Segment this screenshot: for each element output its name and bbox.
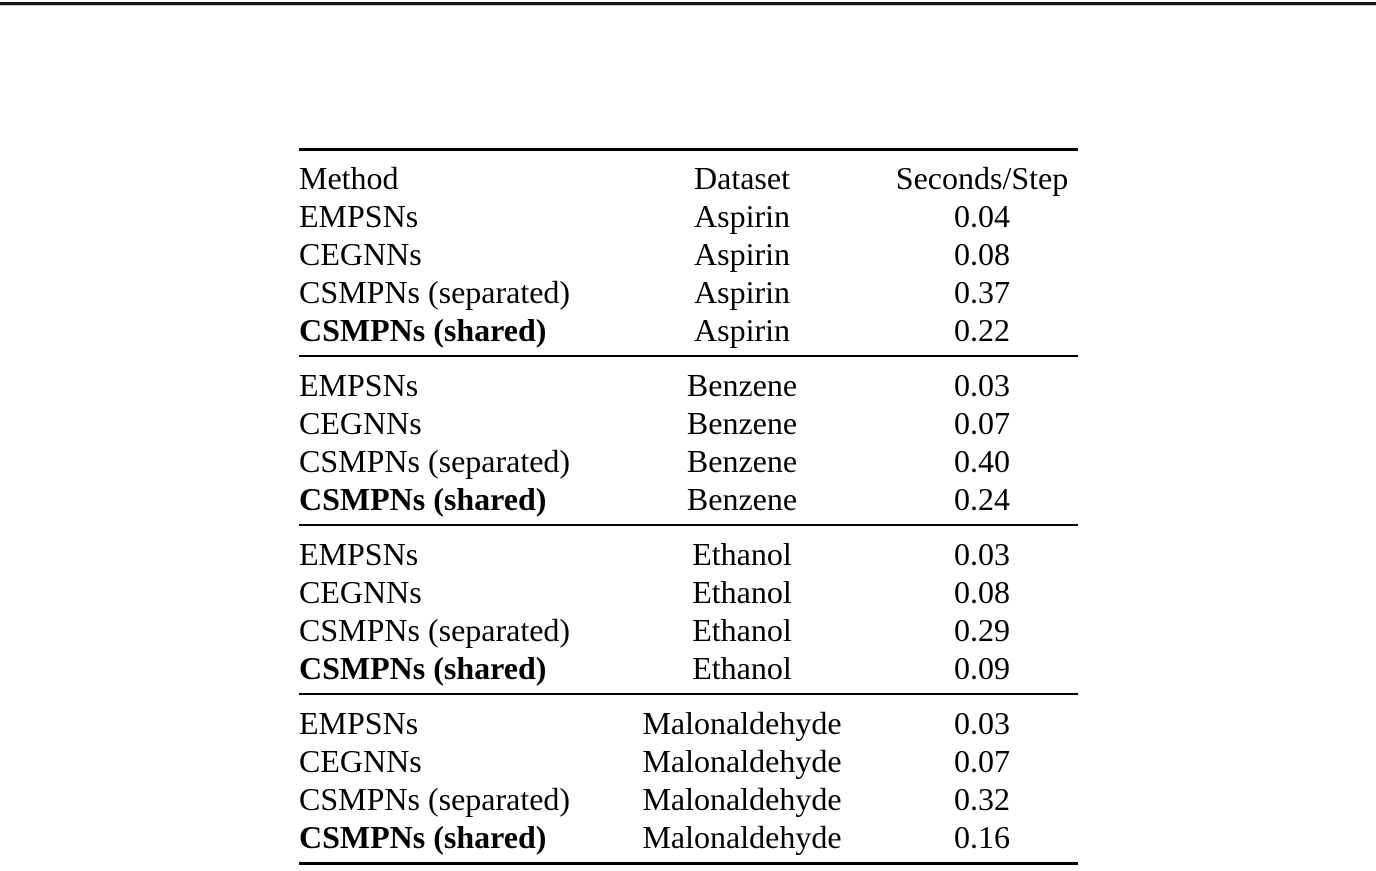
- method-cell: CSMPNs (separated): [299, 443, 571, 479]
- seconds-cell: 0.08: [954, 574, 1010, 610]
- seconds-cell: 0.03: [954, 367, 1010, 403]
- seconds-cell: 0.03: [954, 536, 1010, 572]
- table-row: CSMPNs (shared) Ethanol 0.09: [299, 649, 1078, 694]
- seconds-cell: 0.22: [954, 312, 1010, 348]
- table-row: CSMPNs (separated) Ethanol 0.29: [299, 611, 1078, 649]
- seconds-cell: 0.04: [954, 198, 1010, 234]
- dataset-cell: Aspirin: [694, 312, 790, 348]
- results-table: Method Dataset Seconds/Step EMPSNs Aspir…: [299, 148, 1078, 865]
- table-group-ethanol: EMPSNs Ethanol 0.03 CEGNNs Ethanol 0.08 …: [299, 525, 1078, 694]
- table-group-malonaldehyde: EMPSNs Malonaldehyde 0.03 CEGNNs Malonal…: [299, 694, 1078, 864]
- method-cell: EMPSNs: [299, 536, 419, 572]
- table-row: CSMPNs (separated) Malonaldehyde 0.32: [299, 780, 1078, 818]
- seconds-cell: 0.08: [954, 236, 1010, 272]
- dataset-cell: Ethanol: [692, 612, 792, 648]
- column-header-seconds-per-step: Seconds/Step: [895, 160, 1069, 196]
- method-cell: EMPSNs: [299, 198, 419, 234]
- seconds-cell: 0.07: [954, 405, 1010, 441]
- seconds-cell: 0.37: [954, 274, 1010, 310]
- method-cell: CSMPNs (shared): [299, 312, 547, 348]
- dataset-cell: Aspirin: [694, 198, 790, 234]
- table-group-aspirin: EMPSNs Aspirin 0.04 CEGNNs Aspirin 0.08 …: [299, 197, 1078, 356]
- method-cell: CEGNNs: [299, 236, 422, 272]
- column-header-dataset: Dataset: [694, 160, 790, 196]
- dataset-cell: Ethanol: [692, 536, 792, 572]
- dataset-cell: Benzene: [686, 481, 798, 517]
- table-row: EMPSNs Ethanol 0.03: [299, 525, 1078, 573]
- method-cell: CSMPNs (shared): [299, 650, 547, 686]
- dataset-cell: Aspirin: [694, 274, 790, 310]
- seconds-cell: 0.03: [954, 705, 1010, 741]
- table-row: EMPSNs Malonaldehyde 0.03: [299, 694, 1078, 742]
- table-row: EMPSNs Aspirin 0.04: [299, 197, 1078, 235]
- dataset-cell: Benzene: [686, 405, 798, 441]
- page-top-edge-line: [0, 2, 1376, 6]
- table-row: CEGNNs Aspirin 0.08: [299, 235, 1078, 273]
- method-cell: CSMPNs (shared): [299, 819, 547, 855]
- method-cell: EMPSNs: [299, 367, 419, 403]
- seconds-cell: 0.07: [954, 743, 1010, 779]
- method-cell: CSMPNs (separated): [299, 274, 571, 310]
- dataset-cell: Malonaldehyde: [642, 781, 842, 817]
- table-row: CEGNNs Malonaldehyde 0.07: [299, 742, 1078, 780]
- seconds-cell: 0.16: [954, 819, 1010, 855]
- method-cell: CSMPNs (separated): [299, 781, 571, 817]
- table-row: CSMPNs (separated) Benzene 0.40: [299, 442, 1078, 480]
- method-cell: EMPSNs: [299, 705, 419, 741]
- table-row: CEGNNs Benzene 0.07: [299, 404, 1078, 442]
- table-row: CSMPNs (shared) Benzene 0.24: [299, 480, 1078, 525]
- table-row: EMPSNs Benzene 0.03: [299, 356, 1078, 404]
- table-header: Method Dataset Seconds/Step: [299, 150, 1078, 198]
- method-cell: CEGNNs: [299, 743, 422, 779]
- dataset-cell: Malonaldehyde: [642, 743, 842, 779]
- method-cell: CEGNNs: [299, 405, 422, 441]
- seconds-cell: 0.32: [954, 781, 1010, 817]
- method-cell: CEGNNs: [299, 574, 422, 610]
- table-row: CEGNNs Ethanol 0.08: [299, 573, 1078, 611]
- seconds-cell: 0.24: [954, 481, 1010, 517]
- dataset-cell: Malonaldehyde: [642, 705, 842, 741]
- header-row: Method Dataset Seconds/Step: [299, 150, 1078, 198]
- table-row: CSMPNs (shared) Aspirin 0.22: [299, 311, 1078, 356]
- dataset-cell: Aspirin: [694, 236, 790, 272]
- seconds-cell: 0.09: [954, 650, 1010, 686]
- dataset-cell: Ethanol: [692, 650, 792, 686]
- dataset-cell: Benzene: [686, 367, 798, 403]
- column-header-method: Method: [299, 160, 399, 196]
- dataset-cell: Ethanol: [692, 574, 792, 610]
- method-cell: CSMPNs (shared): [299, 481, 547, 517]
- seconds-cell: 0.29: [954, 612, 1010, 648]
- table-row: CSMPNs (shared) Malonaldehyde 0.16: [299, 818, 1078, 864]
- seconds-cell: 0.40: [954, 443, 1010, 479]
- table-group-benzene: EMPSNs Benzene 0.03 CEGNNs Benzene 0.07 …: [299, 356, 1078, 525]
- dataset-cell: Malonaldehyde: [642, 819, 842, 855]
- method-cell: CSMPNs (separated): [299, 612, 571, 648]
- table-row: CSMPNs (separated) Aspirin 0.37: [299, 273, 1078, 311]
- dataset-cell: Benzene: [686, 443, 798, 479]
